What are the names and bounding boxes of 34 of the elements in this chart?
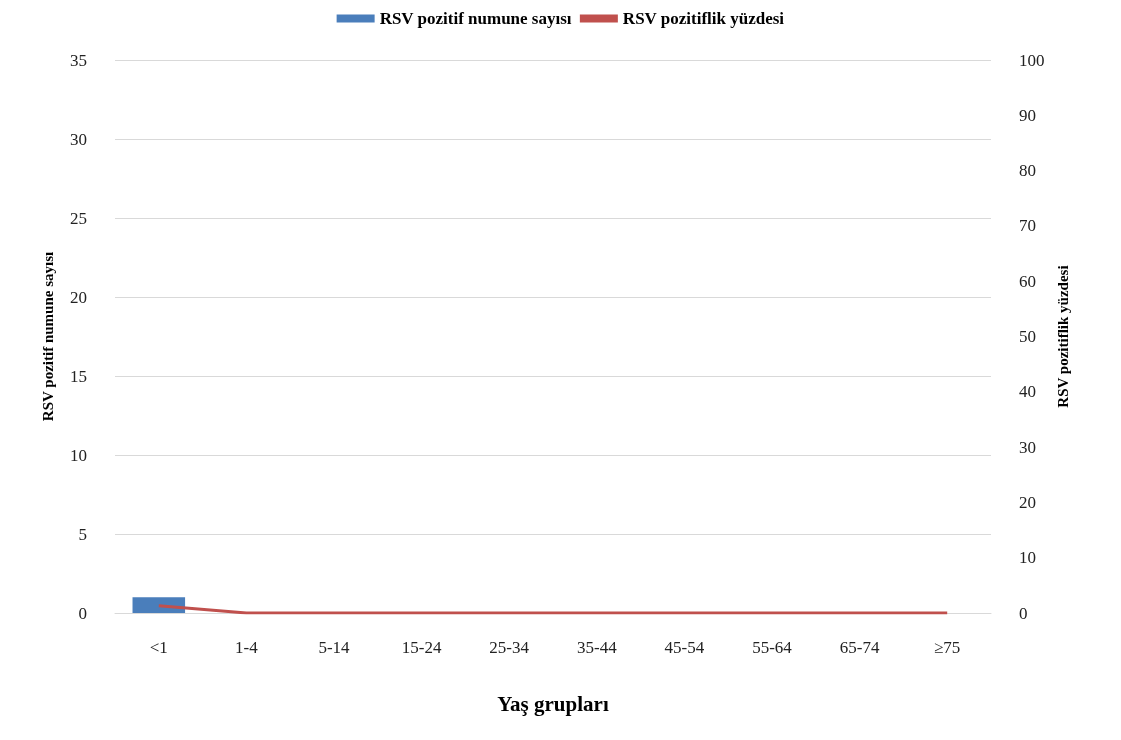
x-tick-label: 65-74 (839, 638, 880, 657)
y-tick-label: 25 (70, 208, 87, 228)
x-tick-label: 5-14 (318, 638, 351, 657)
y2-tick-label: 90 (1019, 105, 1036, 125)
y2-tick-label: 60 (1019, 271, 1036, 291)
y-tick-label: 30 (70, 129, 87, 149)
y-tick-label: 35 (70, 50, 87, 70)
x-tick-label: 1-4 (235, 638, 259, 657)
y-tick-label: 20 (70, 287, 87, 307)
y2-tick-label: 20 (1019, 492, 1036, 512)
y-tick-label: 15 (70, 366, 87, 386)
x-tick-label: ≥75 (934, 638, 961, 657)
y2-axis-title: RSV pozitiflik yüzdesi (1054, 265, 1071, 408)
y-tick-label: 10 (70, 445, 87, 465)
y2-tick-label: 50 (1019, 327, 1036, 346)
x-tick-label: 35-44 (576, 638, 618, 657)
x-tick-label: 55-64 (752, 638, 793, 657)
legend-label: RSV pozitif numune sayısı (379, 9, 572, 28)
y-axis-title: RSV pozitif numune sayısı (39, 251, 56, 422)
y2-tick-label: 70 (1019, 216, 1036, 236)
y2-tick-label: 100 (1019, 50, 1045, 70)
y2-tick-label: 40 (1019, 382, 1036, 402)
y2-tick-label: 80 (1019, 161, 1036, 181)
y2-tick-label: 30 (1019, 437, 1036, 457)
x-axis-title: Yaş grupları (497, 691, 609, 716)
x-tick-label: 15-24 (401, 638, 442, 657)
y2-tick-label: 10 (1019, 548, 1036, 568)
y-tick-label: 5 (78, 524, 87, 544)
x-tick-label: <1 (149, 638, 168, 657)
x-tick-label: 45-54 (664, 638, 705, 657)
x-tick-label: 25-34 (489, 638, 530, 657)
y-tick-label: 0 (78, 603, 87, 623)
legend-label: RSV pozitiflik yüzdesi (622, 9, 785, 28)
y2-tick-label: 0 (1019, 603, 1028, 623)
